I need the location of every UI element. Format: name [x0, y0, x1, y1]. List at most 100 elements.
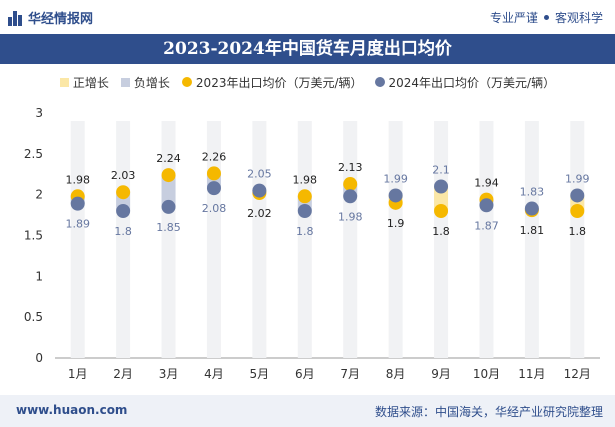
- category-column-bg: [252, 121, 267, 358]
- marker-2024: [206, 181, 221, 196]
- data-label-2024: 1.99: [565, 172, 590, 185]
- price-chart: 0 0.5 1 1.5 2 2.5 3 1月 2月 3月 4月 5月 6月 7月 8月 9月 10月 11月 12月…: [24, 106, 600, 381]
- legend-2023-label: 2023年出口均价（万美元/辆）: [195, 75, 363, 90]
- marker-2023: [434, 204, 449, 218]
- category-column-bg: [434, 121, 449, 358]
- marker-2023: [116, 185, 131, 200]
- title-bar: 2023-2024年中国货车月度出口均价: [0, 34, 615, 64]
- category-column-bg: [388, 121, 403, 358]
- x-tick-label: 12月: [564, 367, 591, 381]
- data-label-2024: 1.87: [474, 219, 499, 232]
- x-tick-label: 1月: [68, 367, 88, 381]
- x-tick-label: 3月: [159, 367, 179, 381]
- data-label-2023: 2.13: [338, 161, 363, 174]
- separator-dot-icon: [543, 15, 549, 20]
- marker-2024: [524, 201, 539, 216]
- chart-legend: 正增长 负增长 2023年出口均价（万美元/辆） 2024年出口均价（万美元/辆…: [0, 72, 615, 92]
- data-label-2024: 1.99: [383, 172, 408, 185]
- category-column-bg: [116, 121, 131, 358]
- legend-negative-swatch: [120, 77, 130, 87]
- y-tick-label: 2.5: [24, 147, 43, 161]
- marker-2024: [434, 179, 449, 194]
- tag-professional: 专业严谨: [489, 11, 538, 25]
- data-label-2024: 2.1: [432, 164, 450, 177]
- legend-2023-marker: [181, 77, 192, 87]
- category-column-bg: [570, 121, 585, 358]
- category-column-bg: [70, 121, 85, 358]
- top-bar: 华经情报网 专业严谨 客观科学: [0, 0, 615, 34]
- x-tick-label: 11月: [518, 367, 545, 381]
- brand-logo: 华经情报网: [8, 8, 93, 27]
- data-label-2023: 1.94: [474, 177, 499, 190]
- data-label-2023: 1.81: [520, 224, 545, 237]
- y-tick-label: 3: [35, 106, 43, 120]
- brand-name: 华经情报网: [28, 12, 94, 27]
- legend-2023: 2023年出口均价（万美元/辆）: [181, 72, 363, 92]
- legend-2024-label: 2024年出口均价（万美元/辆）: [388, 75, 556, 90]
- marker-2024: [70, 196, 85, 211]
- legend-positive-swatch: [59, 77, 69, 87]
- legend-positive-label: 正增长: [72, 75, 109, 90]
- x-tick-label: 9月: [431, 367, 451, 381]
- data-label-2023: 1.8: [432, 225, 450, 238]
- data-label-2023: 1.98: [293, 173, 318, 186]
- data-label-2023: 1.9: [387, 217, 405, 230]
- tag-objective: 客观科学: [554, 11, 603, 25]
- marker-2023: [206, 166, 221, 181]
- y-tick-label: 1: [35, 269, 43, 283]
- legend-positive: 正增长: [59, 72, 109, 92]
- footer-source: 数据来源：中国海关，华经产业研究院整理: [374, 405, 603, 419]
- marker-2023: [570, 204, 585, 218]
- data-label-2023: 2.03: [111, 169, 136, 182]
- bar-chart-icon: [8, 10, 22, 26]
- y-tick-label: 2: [35, 188, 43, 202]
- marker-2024: [570, 188, 585, 203]
- data-label-2023: 2.02: [247, 207, 272, 220]
- legend-2024-marker: [374, 77, 385, 87]
- marker-2024: [343, 189, 358, 204]
- slogan-tags: 专业严谨 客观科学: [490, 9, 603, 26]
- x-tick-label: 7月: [340, 367, 360, 381]
- data-label-2023: 1.98: [65, 173, 90, 186]
- y-tick-label: 0.5: [24, 310, 43, 324]
- legend-negative-label: 负增长: [133, 75, 170, 90]
- marker-2024: [161, 199, 176, 214]
- marker-2024: [297, 204, 312, 218]
- data-label-2024: 2.08: [202, 202, 227, 215]
- footer-bar: www.huaon.com 数据来源：中国海关，华经产业研究院整理: [0, 395, 615, 427]
- marker-2024: [116, 204, 131, 218]
- marker-2024: [479, 198, 494, 213]
- data-label-2024: 1.83: [520, 186, 545, 199]
- y-tick-label: 0: [35, 351, 43, 365]
- x-tick-label: 5月: [250, 367, 270, 381]
- marker-2023: [297, 189, 312, 204]
- legend-negative: 负增长: [120, 72, 170, 92]
- marker-2023: [343, 177, 358, 192]
- marker-2024: [252, 183, 267, 198]
- data-label-2023: 2.24: [156, 152, 181, 165]
- category-column-bg: [524, 121, 539, 358]
- x-tick-label: 6月: [295, 367, 315, 381]
- data-label-2023: 2.26: [202, 150, 227, 163]
- category-column-bg: [479, 121, 494, 358]
- data-label-2024: 2.05: [247, 168, 272, 181]
- x-tick-label: 8月: [386, 367, 406, 381]
- data-label-2024: 1.85: [156, 221, 181, 234]
- marker-2024: [388, 188, 403, 203]
- negative-change-bar: [161, 175, 176, 207]
- category-column-bg: [297, 121, 312, 358]
- legend-2024: 2024年出口均价（万美元/辆）: [374, 72, 556, 92]
- marker-2023: [161, 168, 176, 183]
- category-column-bg: [343, 121, 358, 358]
- chart-title: 2023-2024年中国货车月度出口均价: [163, 39, 452, 59]
- data-label-2024: 1.8: [296, 225, 314, 238]
- data-label-2024: 1.89: [65, 218, 90, 231]
- data-label-2024: 1.98: [338, 210, 363, 223]
- x-tick-label: 10月: [473, 367, 500, 381]
- y-tick-label: 1.5: [24, 229, 43, 243]
- data-label-2023: 1.8: [569, 225, 587, 238]
- x-tick-label: 2月: [113, 367, 133, 381]
- positive-change-bar: [434, 186, 449, 211]
- data-label-2024: 1.8: [114, 225, 132, 238]
- footer-website: www.huaon.com: [16, 403, 128, 417]
